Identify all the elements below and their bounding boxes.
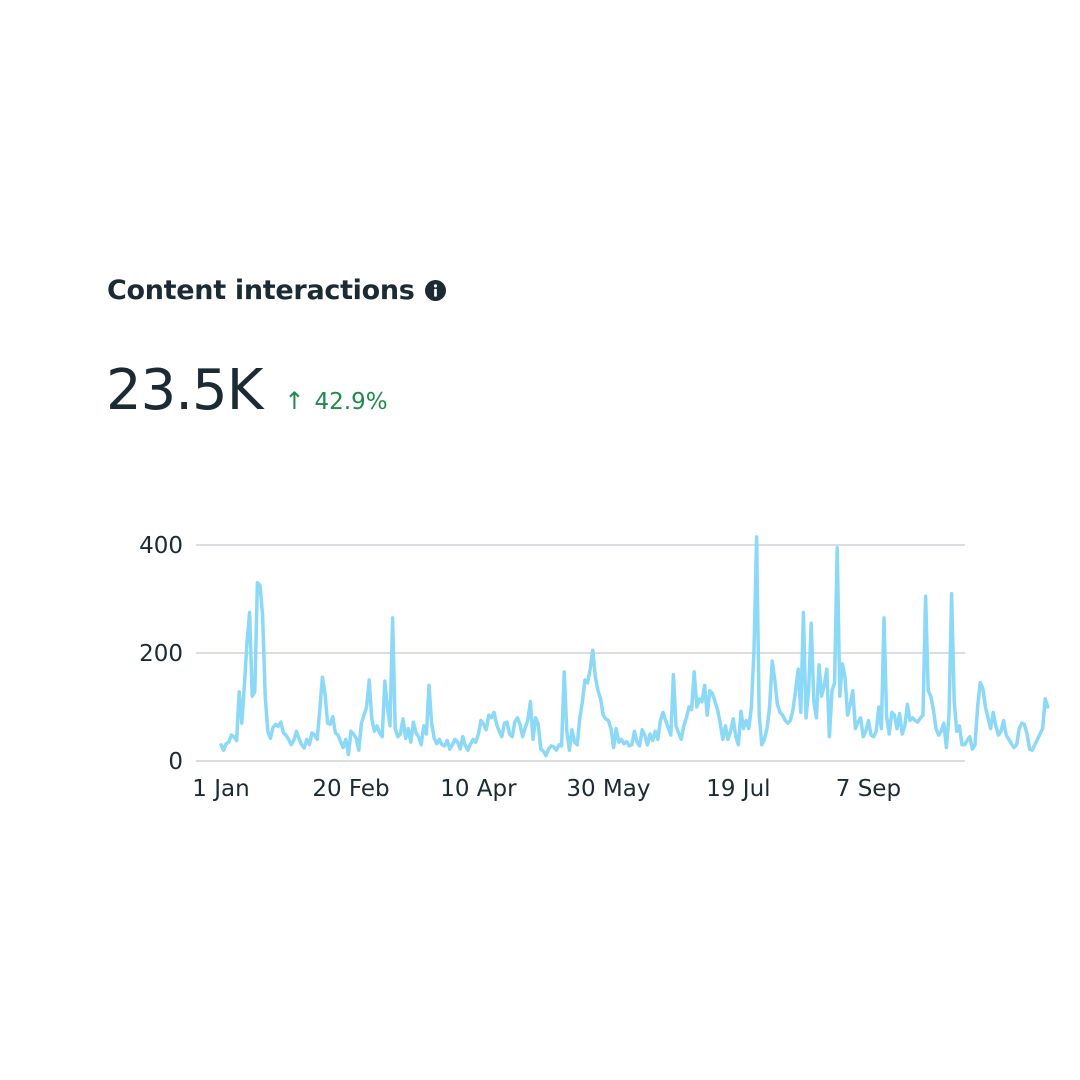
series-line-0 bbox=[219, 535, 1050, 758]
metric-value: 23.5K bbox=[106, 358, 263, 423]
x-tick-label-1: 20 Feb bbox=[312, 776, 389, 802]
card-header: Content interactions bbox=[107, 268, 446, 312]
y-tick-label-0: 0 bbox=[168, 749, 183, 775]
x-tick-label-0: 1 Jan bbox=[192, 776, 249, 802]
info-icon[interactable] bbox=[424, 279, 446, 301]
arrow-up-icon: ↑ bbox=[284, 387, 305, 415]
x-tick-label-2: 10 Apr bbox=[440, 776, 517, 802]
x-tick-label-4: 19 Jul bbox=[706, 776, 770, 802]
metric-summary: 23.5K ↑ 42.9% bbox=[106, 358, 388, 438]
x-tick-label-5: 7 Sep bbox=[836, 776, 901, 802]
x-tick-label-3: 30 May bbox=[566, 776, 650, 802]
card-title: Content interactions bbox=[107, 274, 415, 306]
y-tick-label-200: 200 bbox=[139, 641, 183, 667]
trend-indicator: ↑ 42.9% bbox=[284, 387, 387, 415]
trend-percentage: 42.9% bbox=[314, 389, 388, 415]
y-tick-label-400: 400 bbox=[139, 533, 183, 559]
